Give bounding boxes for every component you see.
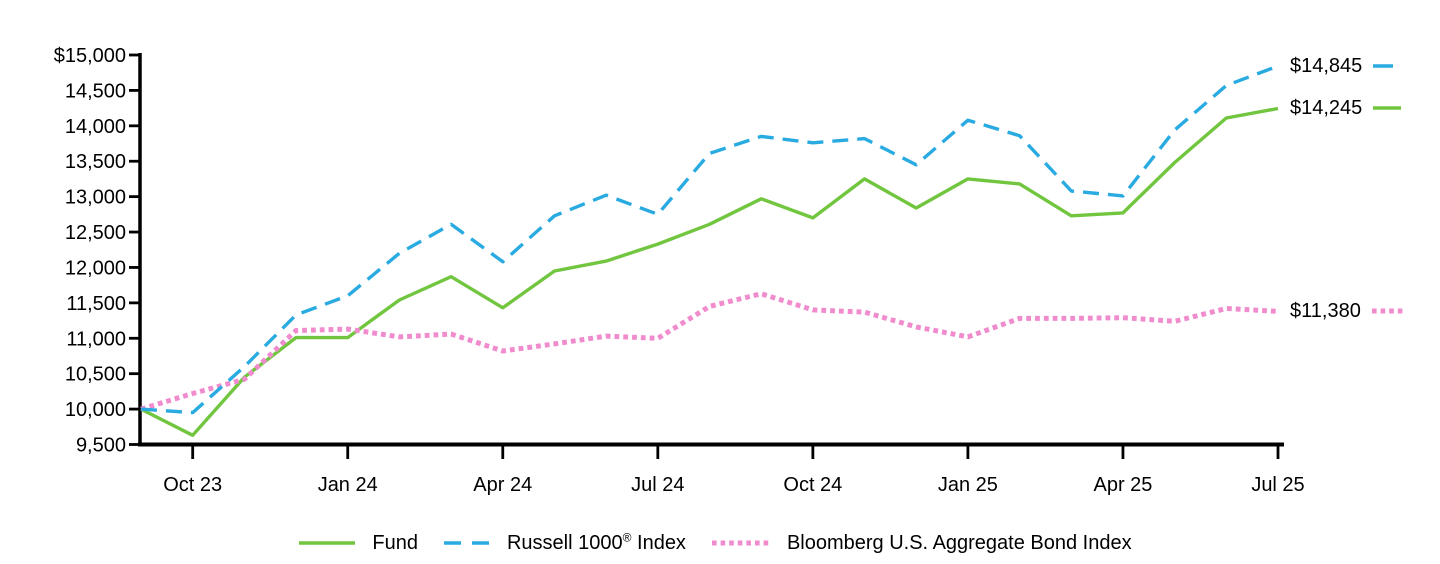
fund-legend-swatch [299, 539, 356, 547]
y-axis-label: 14,000 [65, 116, 126, 138]
x-axis-label: Jul 25 [1251, 474, 1304, 496]
x-axis-label: Jul 24 [631, 474, 684, 496]
y-axis-label: 9,500 [76, 435, 126, 457]
fund-line [140, 106, 1279, 437]
bloomberg-line-swatch [1371, 307, 1405, 315]
y-axis-label: 11,000 [66, 328, 126, 350]
end-label-fund: $14,245 [1290, 94, 1402, 122]
y-axis-label: 13,500 [65, 151, 126, 173]
legend-label-bloomberg: Bloomberg U.S. Aggregate Bond Index [786, 531, 1132, 554]
x-axis-label: Apr 24 [473, 474, 532, 496]
bloomberg-us-aggregate-bond-index-line [140, 291, 1279, 412]
russell-line-swatch [1373, 62, 1394, 70]
russell-1000-index-line [140, 64, 1279, 415]
y-axis-label: 12,000 [65, 257, 126, 279]
y-axis-label: $15,000 [54, 45, 126, 67]
end-value-russell: $14,845 [1290, 54, 1363, 77]
x-axis-label: Oct 23 [163, 474, 222, 496]
end-value-bloomberg: $11,380 [1290, 300, 1361, 323]
russell-legend-swatch [443, 539, 490, 547]
legend-label-russell: Russell 1000® Index [506, 529, 686, 554]
end-label-bloomberg: $11,380 [1290, 297, 1405, 325]
y-axis-label: 14,500 [65, 80, 126, 102]
end-value-fund: $14,245 [1290, 97, 1363, 120]
x-axis-label: Apr 25 [1093, 474, 1152, 496]
y-axis-label: 11,500 [66, 293, 126, 315]
y-axis-label: 12,500 [65, 222, 126, 244]
y-axis-label: 10,500 [65, 364, 126, 386]
legend-label-fund: Fund [372, 531, 418, 554]
end-label-russell: $14,845 [1290, 52, 1394, 80]
chart-legend: Fund Russell 1000® Index Bloomberg U.S. … [0, 528, 1440, 558]
x-axis-label: Oct 24 [783, 474, 842, 496]
y-axis-label: 13,000 [65, 187, 126, 209]
x-axis-label: Jan 24 [318, 474, 378, 496]
performance-chart-plot: $15,000 14,500 14,000 13,500 13,000 12,500 12,… [54, 45, 1305, 496]
bloomberg-legend-swatch [711, 539, 770, 547]
fund-line-swatch [1373, 104, 1402, 112]
x-axis-label: Jan 25 [938, 474, 998, 496]
y-axis-label: 10,000 [65, 399, 126, 421]
